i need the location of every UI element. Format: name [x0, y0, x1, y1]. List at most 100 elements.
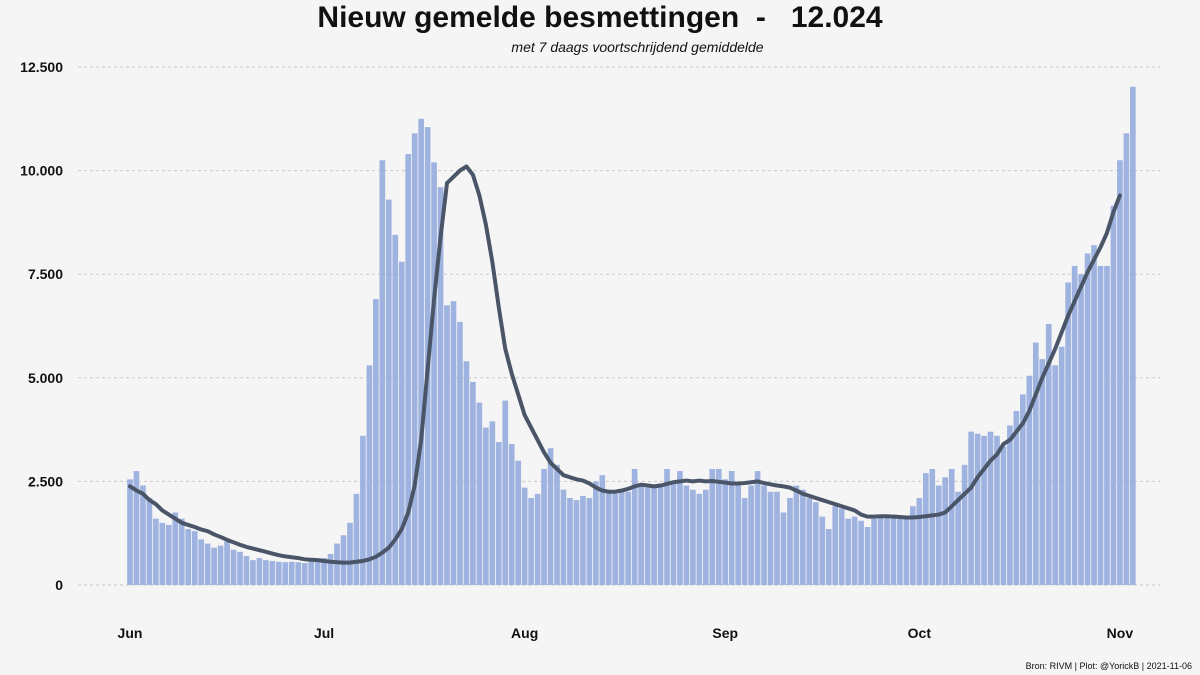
bar [774, 491, 780, 585]
bar [508, 444, 515, 585]
bar [625, 491, 632, 585]
bar [547, 448, 554, 585]
bar [903, 518, 910, 585]
bar [696, 493, 703, 585]
bar [385, 199, 392, 586]
bar [677, 471, 683, 585]
bar [922, 473, 929, 585]
bar [495, 442, 502, 585]
bar [567, 497, 573, 585]
bar [845, 518, 851, 585]
bar [224, 541, 230, 585]
bar [780, 512, 787, 585]
bar [593, 481, 599, 585]
bar [910, 506, 916, 585]
bar [1091, 245, 1097, 585]
bar [560, 489, 567, 585]
bar [191, 531, 198, 585]
bar [787, 497, 793, 585]
bar [340, 535, 347, 585]
x-tick-label: Sep [712, 625, 738, 641]
bar [275, 561, 282, 585]
x-tick-label: Aug [511, 625, 538, 641]
bar [599, 475, 606, 585]
bar [955, 491, 961, 585]
bar [133, 471, 140, 585]
bar [159, 522, 166, 585]
bar [282, 562, 289, 585]
bar [1058, 346, 1065, 585]
bar [1026, 375, 1033, 585]
bar [1020, 394, 1026, 585]
bar [263, 560, 269, 585]
bar [942, 477, 949, 585]
bar [1123, 133, 1130, 586]
bar [806, 497, 813, 585]
bars [127, 86, 1136, 586]
bar [1052, 365, 1059, 585]
bar [444, 305, 450, 585]
bar [534, 493, 541, 585]
bar [1110, 205, 1117, 585]
bar [366, 365, 373, 585]
bar [463, 361, 470, 585]
bar [172, 512, 179, 585]
bar [1013, 410, 1020, 585]
bar [185, 529, 192, 585]
bar [605, 489, 612, 585]
bar [476, 402, 483, 585]
y-tick-label: 12.500 [20, 59, 63, 75]
bar [981, 435, 987, 585]
bar [146, 497, 153, 585]
bar [968, 431, 974, 585]
bar [178, 518, 185, 585]
bar [515, 460, 522, 585]
bar [1039, 359, 1046, 585]
bar [832, 506, 839, 585]
bar [683, 485, 690, 585]
bar [418, 118, 424, 586]
bar [897, 518, 903, 585]
bar [800, 489, 806, 585]
bar [994, 435, 1000, 585]
bar [793, 485, 800, 585]
bar [709, 468, 716, 585]
bar [437, 187, 444, 585]
bar [360, 435, 366, 585]
bar [237, 551, 243, 585]
bar [631, 468, 638, 585]
bar [541, 468, 547, 585]
y-axis: 0 2.500 5.000 7.500 10.000 12.500 [20, 59, 63, 593]
bar [405, 154, 412, 585]
bar [528, 497, 534, 585]
bar [1032, 342, 1039, 585]
y-tick-label: 7.500 [28, 266, 63, 282]
bar [347, 522, 353, 585]
bar [1097, 265, 1104, 585]
bar [754, 471, 761, 585]
x-tick-label: Jul [314, 625, 334, 641]
bar [450, 301, 457, 585]
bar [308, 561, 314, 585]
bar [392, 234, 399, 585]
bar [295, 562, 302, 585]
bar [373, 299, 379, 585]
bar [1104, 265, 1110, 585]
bar [521, 487, 528, 585]
y-tick-label: 10.000 [20, 163, 63, 179]
bar [1000, 446, 1007, 585]
bar [935, 485, 942, 585]
bar [702, 489, 709, 585]
bar [398, 261, 405, 585]
bar [1007, 425, 1013, 585]
bar [858, 520, 864, 585]
bar [1084, 253, 1091, 586]
bar [664, 468, 670, 585]
bar [554, 464, 560, 585]
bar [690, 489, 696, 585]
bar [502, 400, 509, 585]
bar [851, 516, 858, 585]
bar [618, 491, 625, 585]
bar [877, 514, 884, 585]
bar [735, 485, 742, 585]
